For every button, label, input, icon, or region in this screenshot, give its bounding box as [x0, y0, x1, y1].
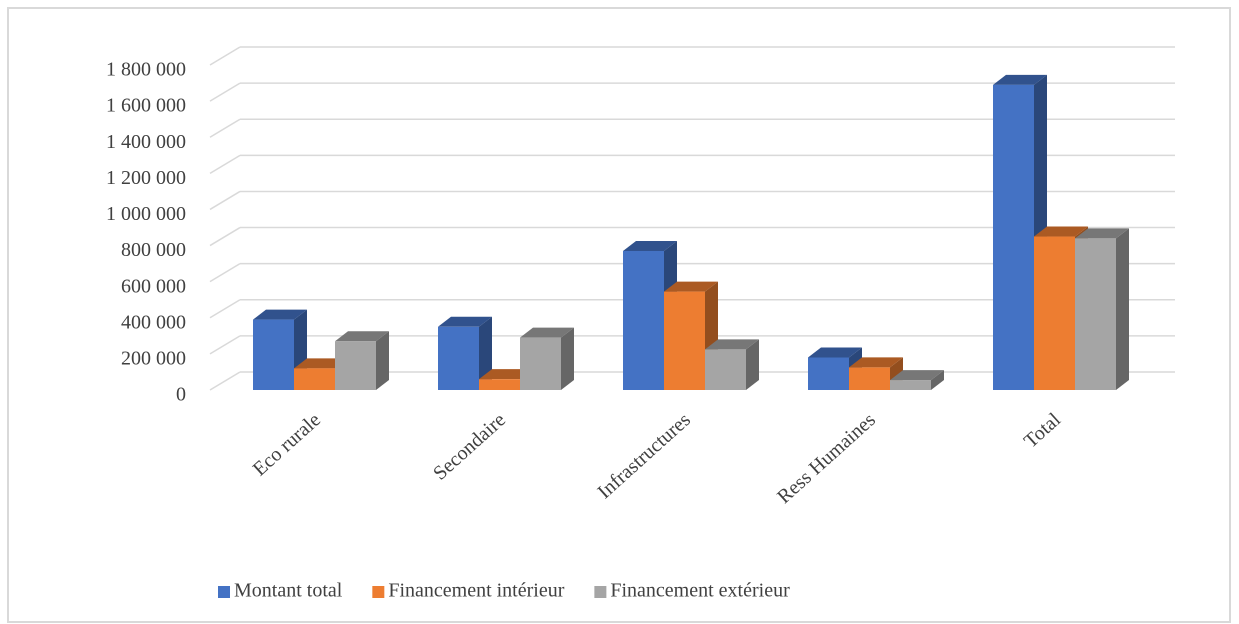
bar [438, 316, 492, 390]
y-tick-label: 1 000 000 [106, 203, 186, 225]
bar-top [705, 339, 759, 350]
bar [520, 327, 574, 390]
legend-label: Financement intérieur [388, 580, 564, 602]
bar-top [520, 327, 574, 338]
side-grid-line [209, 299, 241, 319]
legend-swatch [372, 586, 385, 598]
bar-top [294, 358, 348, 369]
side-grid-line [209, 190, 241, 211]
bar-front [520, 337, 561, 390]
side-grid-line [209, 118, 241, 138]
bar-top [808, 347, 862, 358]
bar-top [849, 357, 903, 368]
bar-front [623, 250, 664, 390]
y-tick-label: 600 000 [121, 275, 186, 297]
bar [253, 309, 307, 390]
bar-front [294, 368, 335, 390]
y-tick-label: 800 000 [121, 239, 186, 261]
bar-side [376, 331, 389, 390]
bar-front [253, 319, 294, 390]
y-tick-label: 1 800 000 [106, 59, 186, 81]
bar-top [890, 370, 944, 381]
side-grid-line [209, 371, 241, 391]
y-tick-label: 400 000 [121, 311, 186, 333]
bar-side [1116, 228, 1129, 390]
bar-front [335, 341, 376, 390]
y-tick-label: 1 600 000 [106, 95, 186, 117]
y-tick-label: 1 400 000 [106, 131, 186, 153]
legend-swatch [594, 586, 607, 598]
bar-top [335, 331, 389, 342]
legend-label: Financement extérieur [610, 580, 790, 602]
bar-front [849, 367, 890, 390]
bar-top [993, 74, 1047, 85]
legend-swatch [218, 586, 230, 598]
side-grid-line [209, 154, 241, 174]
bar-front [808, 357, 849, 390]
bar-front [1075, 238, 1116, 390]
side-grid-line [209, 46, 241, 66]
legend-label: Montant total [234, 580, 343, 602]
bar-top [1075, 228, 1129, 239]
bar-front [993, 84, 1034, 390]
bar-top [479, 369, 533, 380]
bar-front [479, 379, 520, 390]
bar [335, 331, 389, 390]
bar-top [623, 240, 677, 251]
bar-front [438, 326, 479, 390]
side-grid-line [209, 82, 241, 102]
side-grid-line [209, 335, 241, 355]
y-tick-label: 1 200 000 [106, 167, 186, 189]
y-tick-label: 200 000 [121, 347, 186, 369]
bar [1075, 228, 1129, 390]
bar [890, 370, 944, 390]
bar-side [746, 339, 759, 390]
bar-top [1034, 226, 1088, 237]
bar [705, 339, 759, 390]
bar-front [664, 291, 705, 390]
bar-top [253, 309, 307, 320]
bar-front [1034, 236, 1075, 390]
bar-top [438, 316, 492, 327]
bar-top [664, 281, 718, 292]
bar-front [890, 380, 931, 390]
bar-side [561, 327, 574, 390]
bar-side [931, 370, 944, 390]
bar-front [705, 349, 746, 390]
side-grid-line [209, 263, 241, 283]
side-grid-line [209, 226, 241, 247]
y-tick-label: 0 [176, 384, 186, 406]
